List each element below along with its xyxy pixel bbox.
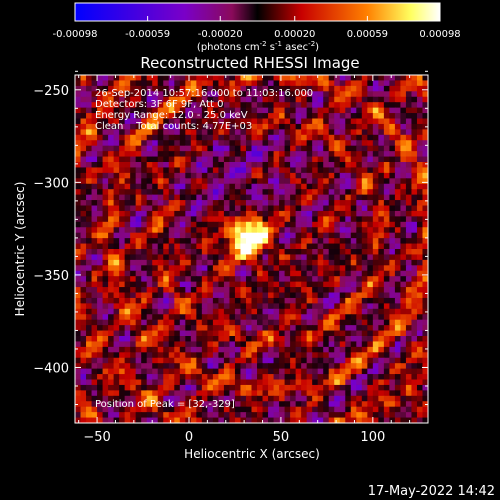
info-line: Energy Range: 12.0 - 25.0 keV bbox=[95, 110, 248, 121]
axes: −50 0 50 100 −250 −300 −350 −400 bbox=[33, 70, 429, 445]
colorbar-tick-label: -0.00059 bbox=[125, 29, 170, 40]
x-axis-label: Heliocentric X (arcsec) bbox=[184, 447, 320, 461]
info-block: 26-Sep-2014 10:57:16.000 to 11:03:16.000… bbox=[95, 88, 313, 132]
y-tick-label: −300 bbox=[33, 176, 69, 191]
colorbar-ticks: -0.00098 -0.00059 -0.00020 0.00020 0.00059 0.… bbox=[53, 16, 461, 40]
x-tick-label: −50 bbox=[83, 430, 110, 445]
y-axis-label: Heliocentric Y (arcsec) bbox=[13, 182, 27, 317]
y-tick-label: −250 bbox=[33, 84, 69, 99]
y-tick-label: −400 bbox=[33, 361, 69, 376]
colorbar-tick-label: 0.00020 bbox=[274, 29, 315, 40]
y-tick-label: −350 bbox=[33, 269, 69, 284]
colorbar bbox=[74, 2, 441, 22]
peak-position-label: Position of Peak = [32,-329] bbox=[95, 399, 235, 410]
info-line: 26-Sep-2014 10:57:16.000 to 11:03:16.000 bbox=[95, 88, 313, 99]
heatmap-image bbox=[75, 75, 428, 423]
plot-frame bbox=[74, 74, 429, 424]
colorbar-tick-label: -0.00098 bbox=[53, 29, 98, 40]
colorbar-tick-label: 0.00098 bbox=[419, 29, 460, 40]
info-line: Clean Total counts: 4.77E+03 bbox=[95, 121, 252, 132]
x-tick-label: 100 bbox=[360, 430, 385, 445]
chart-title: Reconstructed RHESSI Image bbox=[140, 54, 359, 72]
colorbar-unit-label: (photons cm-2 s-1 asec-2) bbox=[197, 40, 319, 53]
x-tick-label: 0 bbox=[185, 430, 193, 445]
colorbar-tick-label: -0.00020 bbox=[198, 29, 243, 40]
x-tick-label: 50 bbox=[273, 430, 290, 445]
colorbar-tick-label: 0.00059 bbox=[347, 29, 388, 40]
info-line: Detectors: 3F 6F 9F, Att 0 bbox=[95, 99, 223, 110]
timestamp: 17-May-2022 14:42 bbox=[368, 484, 495, 499]
